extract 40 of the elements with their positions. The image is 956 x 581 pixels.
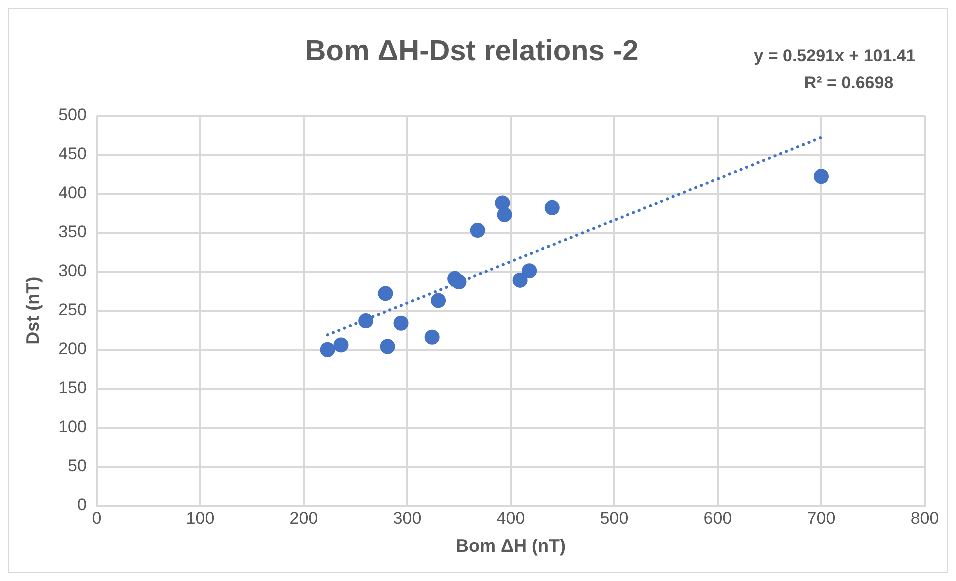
point: [378, 286, 394, 302]
y-tick-label: 250: [58, 300, 87, 320]
y-axis-title: Dst (nT): [22, 276, 43, 345]
x-axis-title: Bom ΔH (nT): [456, 536, 566, 556]
point: [512, 272, 528, 288]
y-tick-label: 400: [58, 184, 87, 203]
x-tick-label: 700: [807, 508, 836, 528]
x-tick-label: 100: [186, 508, 215, 528]
y-tick-label: 0: [77, 496, 87, 515]
point: [380, 339, 396, 354]
y-tick-label: 50: [68, 456, 87, 476]
y-tick-label: 450: [58, 144, 87, 164]
y-tick-label: 350: [58, 222, 87, 242]
point: [431, 293, 446, 308]
chart-title: Bom ΔH-Dst relations -2: [305, 35, 639, 68]
y-tick-label: 200: [58, 340, 87, 359]
x-tick-label: 200: [290, 508, 318, 528]
y-tick-label: 100: [58, 418, 87, 437]
point: [470, 223, 486, 238]
text: R² = 0.6698: [804, 74, 894, 93]
y-tick-label: 300: [58, 262, 87, 281]
point: [452, 274, 467, 290]
point: [320, 342, 336, 358]
point: [394, 316, 409, 331]
point: [424, 330, 440, 345]
point: [497, 207, 512, 222]
y-tick-label: 150: [58, 378, 87, 398]
point: [358, 314, 374, 329]
point: [334, 338, 349, 353]
point: [544, 200, 560, 216]
x-tick-label: 400: [496, 508, 526, 528]
x-tick-label: 600: [704, 508, 732, 528]
x-tick-label: 0: [92, 508, 102, 528]
y-tick-label: 500: [58, 105, 87, 124]
x-tick-label: 800: [910, 508, 940, 528]
text: y = 0.5291x + 101.41: [754, 46, 916, 66]
point: [814, 169, 829, 184]
x-tick-label: 300: [393, 508, 422, 528]
point: [522, 264, 538, 279]
x-tick-label: 500: [600, 508, 629, 528]
